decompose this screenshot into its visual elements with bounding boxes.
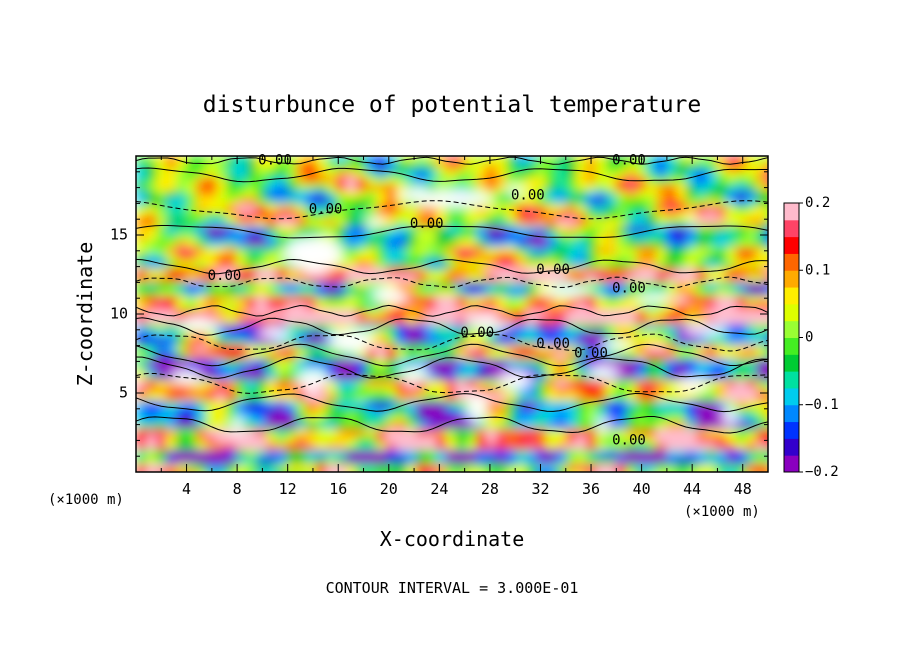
contour-label: 0.00	[511, 188, 545, 204]
contour-label: 0.00	[612, 432, 646, 448]
contour-interval-note: CONTOUR INTERVAL = 3.000E-01	[326, 579, 579, 597]
colorbar-swatch	[784, 438, 799, 456]
contour-labels: 0.00 0.000.000.000.000.00 0.000.000.000.00…	[208, 153, 646, 449]
colorbar-tick-label: 0	[805, 330, 813, 346]
colorbar-swatch	[784, 337, 799, 355]
heatmap-field	[136, 156, 768, 472]
contour-label: 0.00	[612, 153, 646, 169]
x-tick-label: 24	[430, 480, 448, 498]
plot-area: 0.00 0.000.000.000.000.00 0.000.000.000.00…	[110, 153, 769, 498]
contour-label: 0.00	[612, 281, 646, 297]
colorbar: 0.2 0.1 0 −0.1 −0.2	[783, 195, 839, 480]
colorbar-swatch	[784, 371, 799, 389]
x-tick-label: 12	[279, 480, 297, 498]
x-tick-label: 36	[582, 480, 600, 498]
x-tick-label: 40	[633, 480, 651, 498]
colorbar-swatch	[784, 404, 799, 423]
y-tick-label: 10	[110, 305, 128, 323]
x-tick-label: 8	[233, 480, 242, 498]
y-tick-label: 15	[110, 226, 128, 244]
x-tick-label: 4	[182, 480, 191, 498]
contour-label: 0.00	[460, 325, 494, 341]
x-ticks: 4 8 12 16 20 24 28 32 36 40 44 48	[160, 156, 752, 498]
y-tick-label: 5	[119, 384, 128, 402]
colorbar-swatches	[784, 203, 799, 473]
x-axis-label: X-coordinate	[380, 527, 525, 551]
contour-label: 0.00	[536, 262, 570, 278]
x-tick-label: 20	[380, 480, 398, 498]
colorbar-tick-label: −0.1	[805, 397, 839, 413]
colorbar-ticks: 0.2 0.1 0 −0.1 −0.2	[799, 195, 839, 480]
chart-title: disturbunce of potential temperature	[203, 92, 702, 118]
colorbar-tick-label: 0.1	[805, 262, 830, 278]
x-tick-label: 44	[683, 480, 701, 498]
contour-label: 0.00	[309, 202, 343, 218]
colorbar-swatch	[784, 455, 799, 473]
contour-label: 0.00	[258, 153, 292, 169]
contour-lines	[136, 156, 768, 434]
colorbar-swatch	[784, 303, 799, 322]
contour-label: 0.00	[574, 346, 608, 362]
colorbar-swatch	[784, 219, 799, 238]
y-axis-label: Z-coordinate	[73, 242, 97, 387]
colorbar-swatch	[784, 270, 799, 288]
colorbar-tick-label: 0.2	[805, 195, 830, 211]
colorbar-swatch	[784, 253, 799, 271]
y-ticks: 5 10 15	[110, 171, 768, 457]
colorbar-swatch	[784, 354, 799, 372]
x-tick-label: 32	[531, 480, 549, 498]
colorbar-swatch	[784, 236, 799, 254]
contour-label: 0.00	[410, 216, 444, 232]
colorbar-swatch	[784, 421, 799, 439]
x-tick-label: 48	[734, 480, 752, 498]
x-tick-label: 28	[481, 480, 499, 498]
x-unit-label: (×1000 m)	[48, 492, 124, 508]
contour-label: 0.00	[536, 336, 570, 352]
y-unit-label: (×1000 m)	[684, 504, 760, 520]
colorbar-tick-label: −0.2	[805, 464, 839, 480]
colorbar-swatch	[784, 320, 799, 338]
colorbar-swatch	[784, 387, 799, 406]
x-tick-label: 16	[329, 480, 347, 498]
colorbar-swatch	[784, 203, 799, 221]
colorbar-swatch	[784, 287, 799, 305]
contour-label: 0.00	[208, 268, 242, 284]
